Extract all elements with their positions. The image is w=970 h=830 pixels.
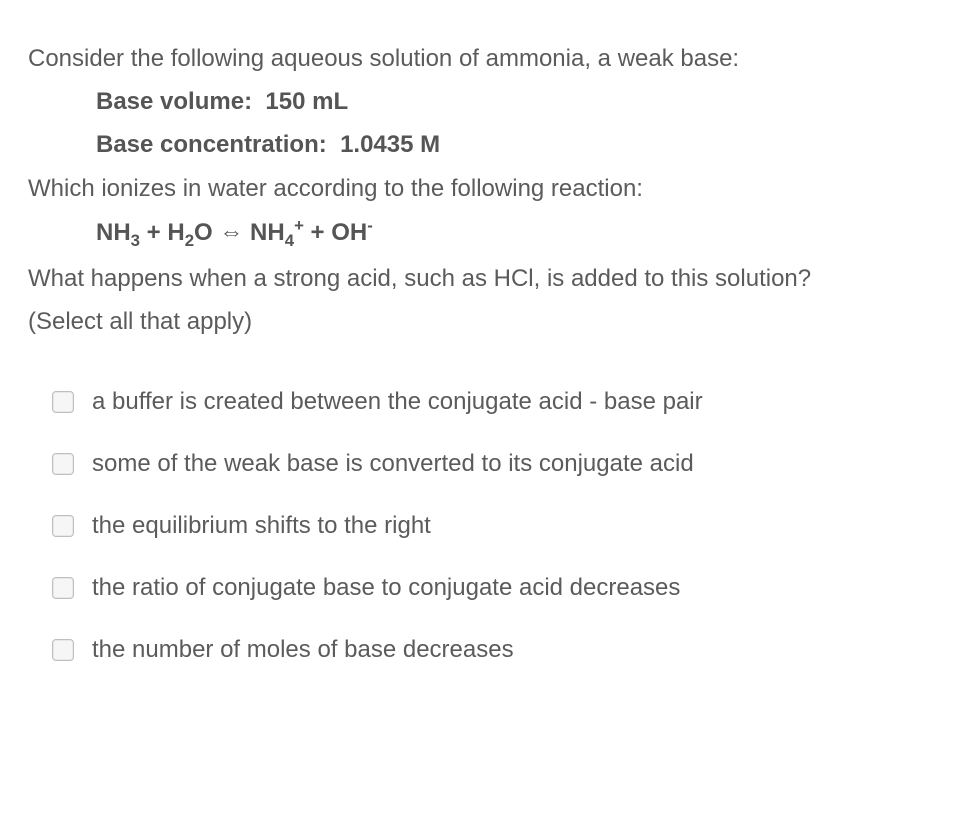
option-row: the number of moles of base decreases [52,636,942,664]
option-label: the equilibrium shifts to the right [92,512,431,540]
option-label: the ratio of conjugate base to conjugate… [92,574,680,602]
option-checkbox-3[interactable] [52,515,74,537]
option-row: the equilibrium shifts to the right [52,512,942,540]
base-conc-label: Base concentration: [96,131,327,158]
ionize-line: Which ionizes in water according to the … [28,170,942,207]
select-hint: (Select all that apply) [28,303,942,340]
base-volume-value: 150 mL [265,88,348,115]
option-checkbox-1[interactable] [52,391,74,413]
options-list: a buffer is created between the conjugat… [28,388,942,664]
option-label: some of the weak base is converted to it… [92,450,694,478]
base-volume-line: Base volume: 150 mL [28,83,942,120]
option-label: the number of moles of base decreases [92,636,514,664]
option-row: some of the weak base is converted to it… [52,450,942,478]
option-checkbox-4[interactable] [52,577,74,599]
option-checkbox-5[interactable] [52,639,74,661]
question-prompt-2: What happens when a strong acid, such as… [28,260,942,297]
base-volume-label: Base volume: [96,88,252,115]
base-conc-value: 1.0435 M [340,131,440,158]
option-label: a buffer is created between the conjugat… [92,388,703,416]
reaction-equation: NH3 + H2O ⇔ NH4+ + OH- [28,213,942,254]
option-checkbox-2[interactable] [52,453,74,475]
base-conc-line: Base concentration: 1.0435 M [28,126,942,163]
question-container: Consider the following aqueous solution … [0,0,970,738]
question-intro: Consider the following aqueous solution … [28,40,942,77]
option-row: the ratio of conjugate base to conjugate… [52,574,942,602]
option-row: a buffer is created between the conjugat… [52,388,942,416]
